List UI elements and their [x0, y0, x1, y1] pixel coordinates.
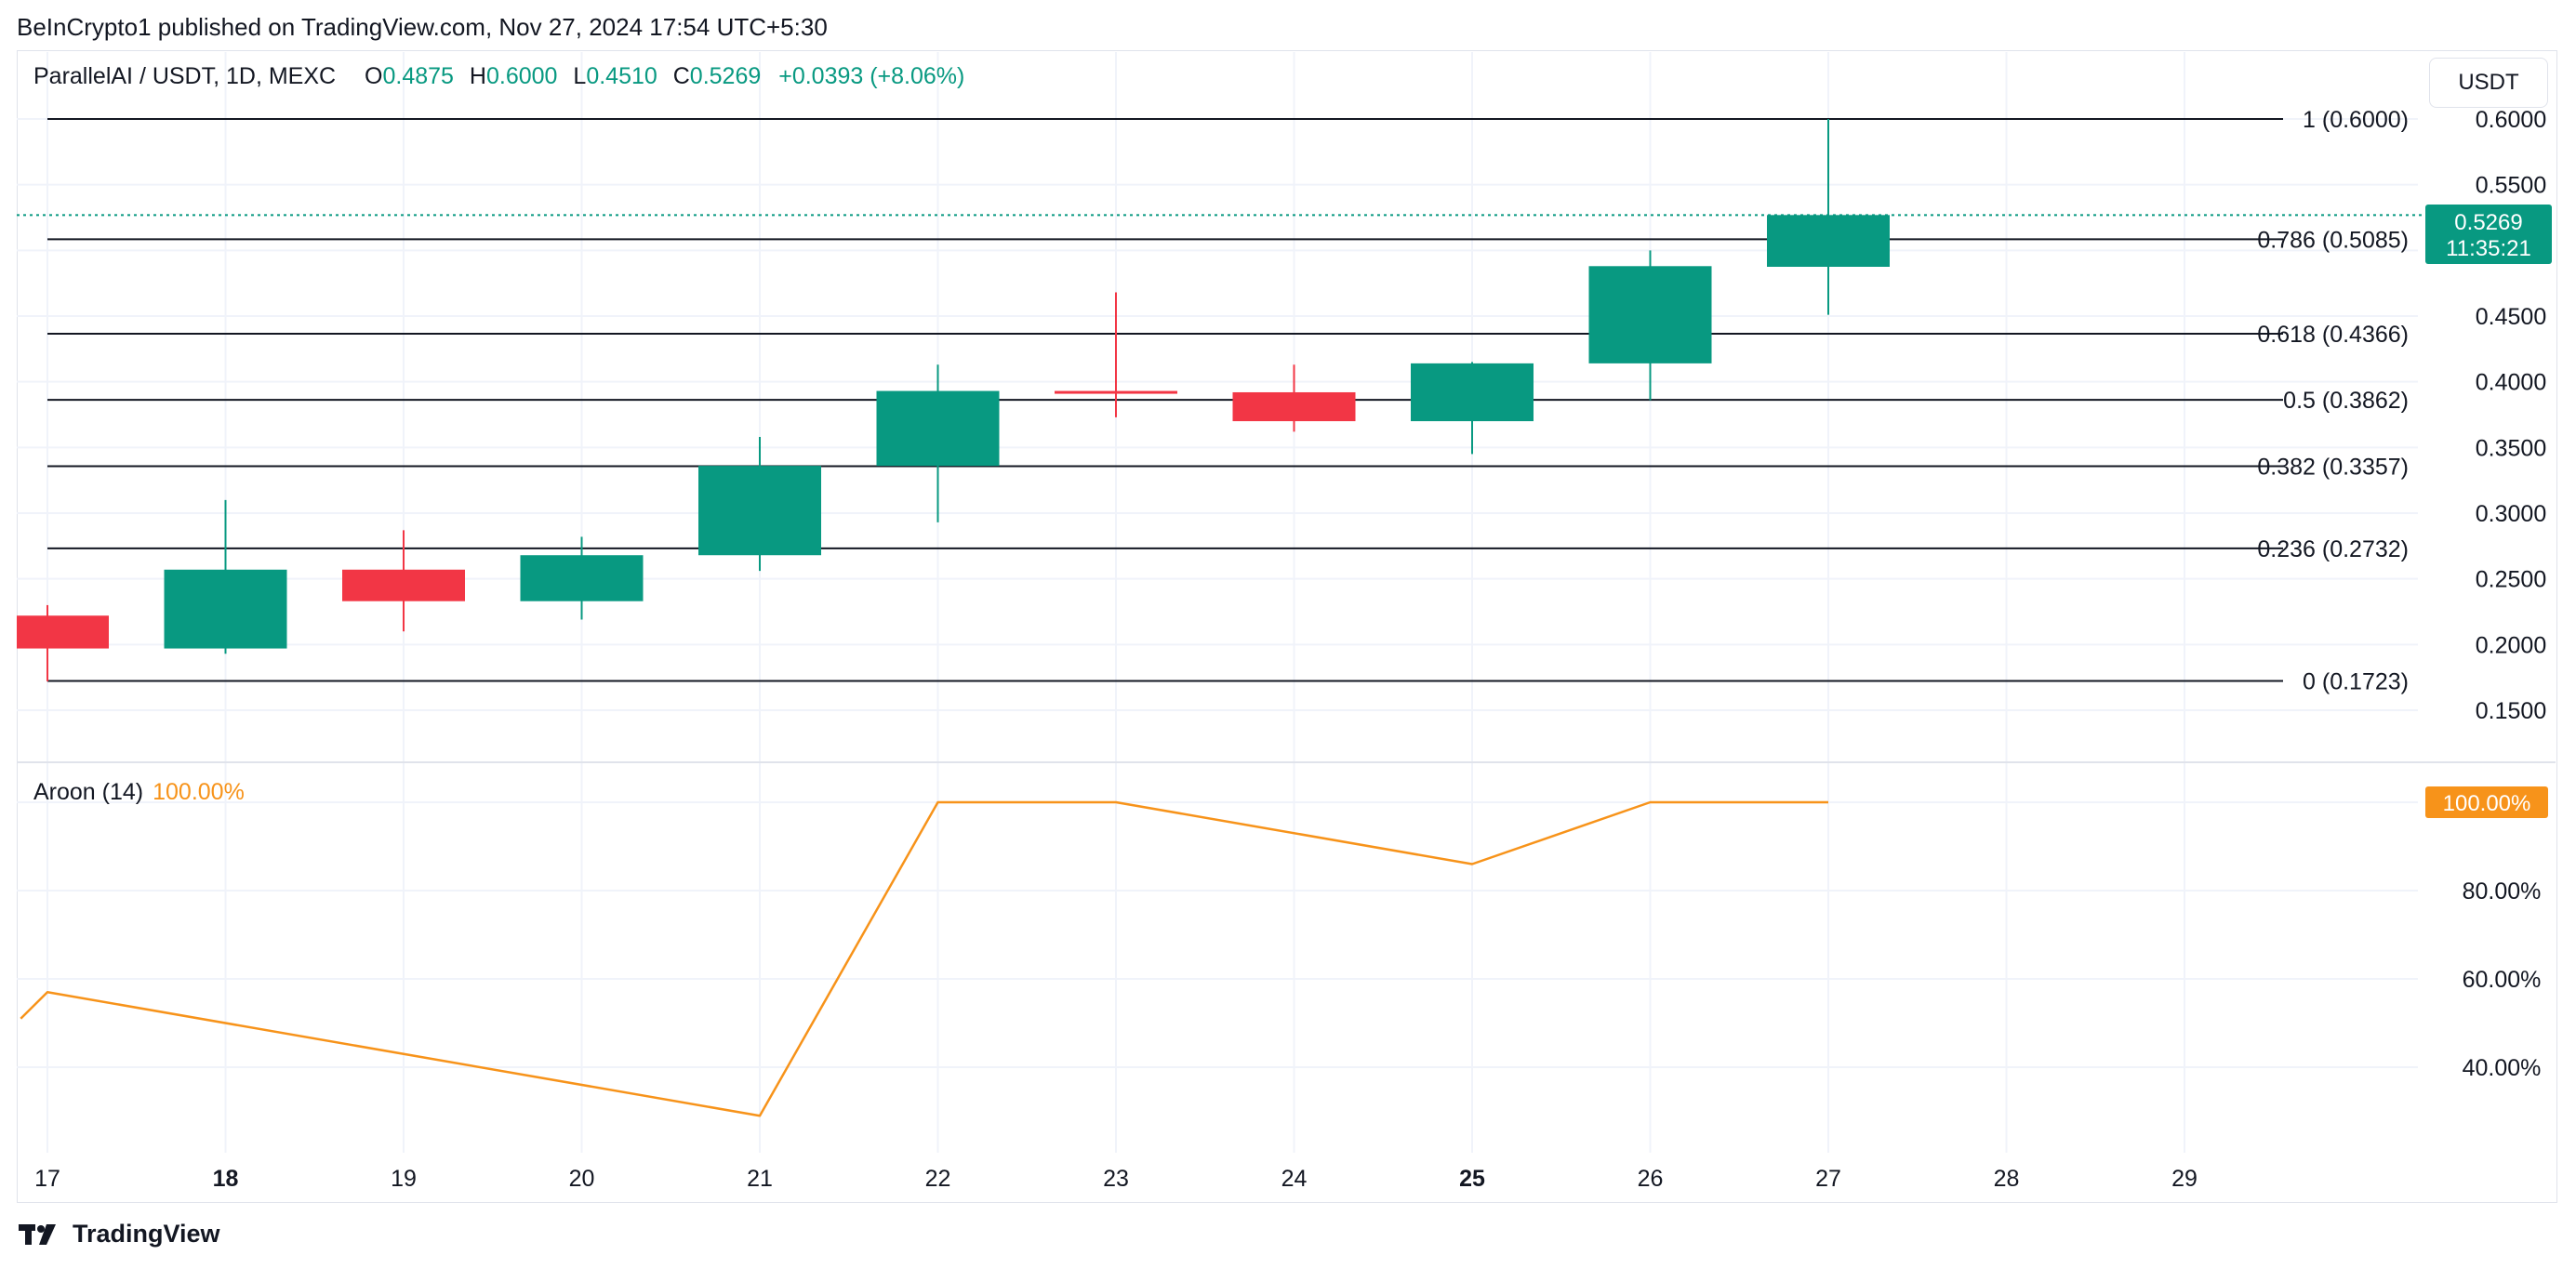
close-label: C	[672, 63, 690, 89]
indicator-tick-label: 60.00%	[2463, 967, 2542, 993]
x-tick-label: 20	[569, 1166, 595, 1192]
indicator-value-badge	[2425, 786, 2548, 818]
candle-body	[1588, 266, 1712, 363]
open-value: 0.4875	[382, 63, 454, 89]
change-value: +0.0393 (+8.06%)	[778, 63, 965, 89]
x-tick-label: 27	[1815, 1166, 1841, 1192]
indicator-tick-label: 80.00%	[2463, 878, 2542, 905]
x-tick-label: 25	[1459, 1166, 1485, 1192]
x-tick-label: 18	[213, 1166, 239, 1192]
tradingview-logo-icon	[19, 1222, 63, 1247]
candle-body	[1411, 363, 1534, 422]
x-tick-label: 19	[391, 1166, 417, 1192]
fib-level-label: 0.5 (0.3862)	[2283, 388, 2409, 414]
price-tick-label: 0.4000	[2476, 370, 2546, 396]
last-price-badge	[2425, 205, 2552, 264]
last-price-value: 0.5269	[2454, 210, 2522, 235]
candle-body	[342, 569, 465, 601]
aroon-line	[20, 800, 1828, 1117]
x-tick-label: 26	[1638, 1166, 1664, 1192]
price-tick-label: 0.2500	[2476, 567, 2546, 593]
candle-body	[520, 555, 644, 601]
high-label: H	[469, 63, 486, 89]
indicator-tick-label: 40.00%	[2463, 1055, 2542, 1081]
bar-countdown: 11:35:21	[2446, 236, 2531, 261]
close-value: 0.5269	[689, 63, 762, 89]
fib-level-label: 1 (0.6000)	[2303, 107, 2409, 133]
candle-body	[17, 615, 109, 649]
x-tick-label: 29	[2171, 1166, 2198, 1192]
tradingview-brand: TradingView	[73, 1220, 220, 1248]
currency-unit-button[interactable]: USDT	[2429, 58, 2548, 108]
low-label: L	[573, 63, 587, 89]
fib-level-label: 0.786 (0.5085)	[2257, 227, 2409, 253]
candle-body	[698, 466, 821, 556]
x-tick-label: 21	[747, 1166, 773, 1192]
fib-level-label: 0.618 (0.4366)	[2257, 322, 2409, 348]
price-tick-label: 0.4500	[2476, 304, 2546, 330]
indicator-name[interactable]: Aroon (14)	[33, 779, 144, 805]
x-tick-label: 28	[1994, 1166, 2020, 1192]
price-tick-label: 0.3000	[2476, 501, 2546, 527]
symbol-legend: ParallelAI / USDT, 1D, MEXC O0.4875 H0.6…	[33, 63, 964, 90]
fib-level-label: 0.236 (0.2732)	[2257, 536, 2409, 562]
candle-body	[164, 569, 287, 649]
candle-body	[876, 390, 1000, 467]
tradingview-footer: TradingView	[19, 1220, 220, 1248]
price-tick-label: 0.6000	[2476, 107, 2546, 133]
attribution-text: BeInCrypto1 published on TradingView.com…	[17, 13, 828, 41]
symbol-name[interactable]: ParallelAI / USDT, 1D, MEXC	[33, 63, 337, 89]
price-tick-label: 0.1500	[2476, 698, 2546, 724]
candle-body	[1055, 390, 1177, 394]
indicator-value: 100.00%	[153, 779, 245, 805]
x-tick-label: 24	[1281, 1166, 1308, 1192]
price-tick-label: 0.2000	[2476, 632, 2546, 658]
high-value: 0.6000	[485, 63, 558, 89]
x-tick-label: 23	[1103, 1166, 1129, 1192]
indicator-badge-value: 100.00%	[2443, 791, 2531, 816]
low-value: 0.4510	[586, 63, 657, 89]
candle-body	[1232, 391, 1356, 422]
fib-level-label: 0 (0.1723)	[2303, 668, 2409, 694]
candle-body	[1767, 215, 1890, 267]
x-tick-label: 17	[34, 1166, 60, 1192]
open-label: O	[365, 63, 383, 89]
price-tick-label: 0.5500	[2476, 173, 2546, 199]
indicator-legend: Aroon (14) 100.00%	[33, 779, 245, 806]
x-tick-label: 22	[925, 1166, 951, 1192]
price-tick-label: 0.3500	[2476, 435, 2546, 461]
fib-level-label: 0.382 (0.3357)	[2257, 455, 2409, 481]
